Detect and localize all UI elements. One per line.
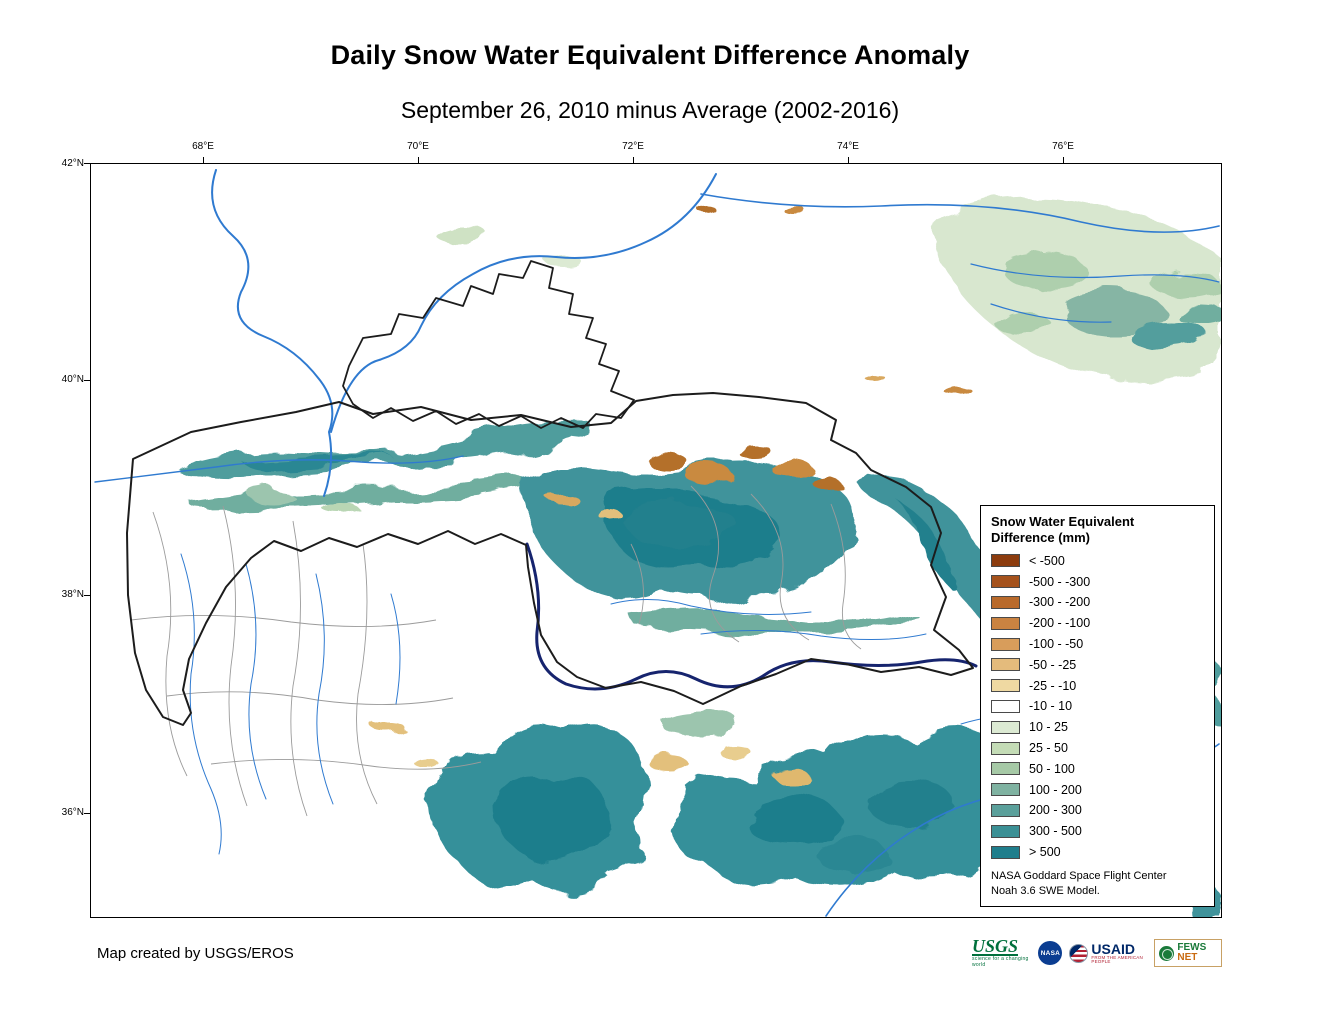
usgs-logo: USGS science for a changing world	[972, 935, 1031, 969]
lon-label-76e: 76°E	[1052, 141, 1074, 152]
legend-classes: < -500 -500 - -300 -300 - -200 -200 - -100 -…	[991, 551, 1204, 863]
legend-class-label: 300 - 500	[1029, 824, 1082, 839]
legend-swatch	[991, 699, 1020, 713]
legend-swatch	[991, 595, 1020, 609]
lat-tick	[84, 163, 90, 164]
page-subtitle: September 26, 2010 minus Average (2002-2…	[400, 97, 900, 123]
usaid-flag-icon	[1069, 943, 1089, 963]
legend-row: -500 - -300	[991, 571, 1204, 592]
usgs-logo-text: USGS	[972, 935, 1019, 957]
legend-class-label: -500 - -300	[1029, 574, 1091, 589]
lon-tick	[848, 157, 849, 163]
snow-positive-areas	[176, 198, 1221, 916]
nasa-logo-icon: NASA	[1038, 941, 1063, 965]
legend-class-label: 50 - 100	[1029, 761, 1075, 776]
legend-swatch	[991, 803, 1020, 817]
legend-source-note: NASA Goddard Space Flight Center Noah 3.…	[991, 870, 1167, 897]
lon-tick	[418, 157, 419, 163]
legend-class-label: -300 - -200	[1029, 595, 1091, 610]
usaid-logo: USAID FROM THE AMERICAN PEOPLE	[1069, 942, 1147, 965]
country-borders	[126, 260, 974, 726]
legend-class-label: < -500	[1029, 553, 1065, 568]
admin-boundaries	[130, 485, 862, 817]
legend-row: -25 - -10	[991, 675, 1204, 696]
legend-class-label: 10 - 25	[1029, 720, 1068, 735]
legend-row: 100 - 200	[991, 779, 1204, 800]
legend-row: 10 - 25	[991, 717, 1204, 738]
legend-swatch	[991, 575, 1020, 589]
lon-label-72e: 72°E	[622, 141, 644, 152]
legend-row: 200 - 300	[991, 800, 1204, 821]
legend-swatch	[991, 741, 1020, 755]
legend-swatch	[991, 845, 1020, 859]
fewsnet-logo-text: FEWS NET	[1177, 942, 1207, 963]
map-credit: Map created by USGS/EROS	[97, 945, 294, 962]
legend-swatch	[991, 658, 1020, 672]
rivers	[94, 169, 1220, 917]
lat-label-42n: 42°N	[61, 158, 84, 169]
legend-swatch	[991, 616, 1020, 630]
legend-swatch	[991, 762, 1020, 776]
legend-swatch	[991, 720, 1020, 734]
usaid-logo-tagline: FROM THE AMERICAN PEOPLE	[1091, 954, 1143, 964]
lat-label-36n: 36°N	[61, 807, 84, 818]
legend-class-label: -200 - -100	[1029, 616, 1091, 631]
legend-class-label: -100 - -50	[1029, 637, 1084, 652]
legend-class-label: -10 - 10	[1029, 699, 1073, 714]
usaid-logo-text: USAID	[1091, 940, 1135, 957]
legend-row: -200 - -100	[991, 613, 1204, 634]
legend-class-label: -50 - -25	[1029, 657, 1077, 672]
legend-row: -10 - 10	[991, 696, 1204, 717]
page-title: Daily Snow Water Equivalent Difference A…	[330, 40, 970, 70]
legend-class-label: 200 - 300	[1029, 803, 1082, 818]
legend-row: 300 - 500	[991, 821, 1204, 842]
partner-logos: USGS science for a changing world NASA U…	[972, 936, 1222, 970]
nasa-logo: NASA	[1038, 941, 1063, 965]
lat-tick	[84, 813, 90, 814]
legend-row: -300 - -200	[991, 592, 1204, 613]
legend-swatch	[991, 554, 1020, 568]
legend-class-label: 25 - 50	[1029, 741, 1068, 756]
lon-label-68e: 68°E	[192, 141, 214, 152]
lon-label-74e: 74°E	[837, 141, 859, 152]
legend-swatch	[991, 783, 1020, 797]
legend-row: -50 - -25	[991, 654, 1204, 675]
legend-class-label: > 500	[1029, 845, 1061, 860]
lat-label-40n: 40°N	[61, 374, 84, 385]
major-river	[525, 542, 978, 691]
legend-swatch	[991, 679, 1020, 693]
lat-label-38n: 38°N	[61, 589, 84, 600]
lat-tick	[84, 595, 90, 596]
legend-title: Snow Water Equivalent Difference (mm)	[991, 514, 1135, 546]
legend-swatch	[991, 824, 1020, 838]
lon-tick	[633, 157, 634, 163]
legend-class-label: 100 - 200	[1029, 782, 1082, 797]
legend-row: < -500	[991, 551, 1204, 572]
lon-label-70e: 70°E	[407, 141, 429, 152]
legend-class-label: -25 - -10	[1029, 678, 1077, 693]
legend-row: 25 - 50	[991, 738, 1204, 759]
legend-row: 50 - 100	[991, 758, 1204, 779]
legend-swatch	[991, 637, 1020, 651]
lat-tick	[84, 380, 90, 381]
map-canvas: Snow Water Equivalent Difference (mm) < …	[90, 163, 1222, 918]
lon-tick	[1063, 157, 1064, 163]
legend-row: > 500	[991, 842, 1204, 863]
fewsnet-logo: FEWS NET	[1154, 939, 1222, 967]
legend: Snow Water Equivalent Difference (mm) < …	[980, 505, 1215, 907]
legend-row: -100 - -50	[991, 634, 1204, 655]
usgs-logo-tagline: science for a changing world	[972, 956, 1029, 969]
lon-tick	[203, 157, 204, 163]
fewsnet-globe-icon	[1159, 945, 1175, 961]
